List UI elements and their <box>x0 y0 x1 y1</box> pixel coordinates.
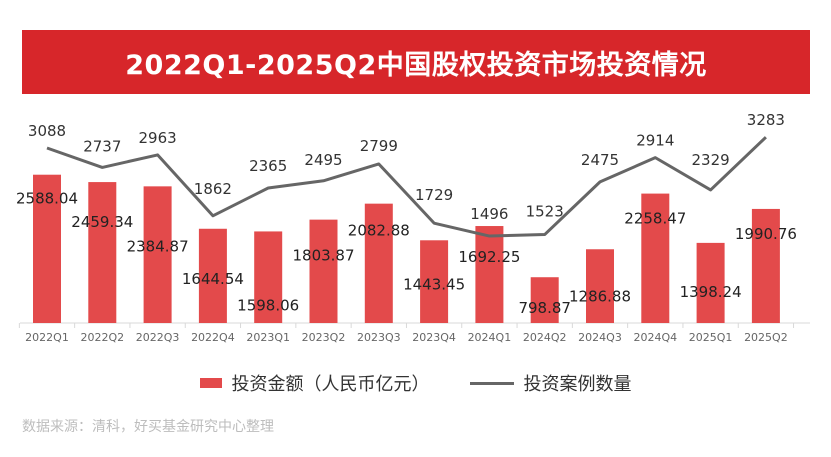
bar-value-label: 1644.54 <box>182 270 244 288</box>
bar-2023Q4 <box>420 240 449 323</box>
bar-2023Q2 <box>309 219 338 323</box>
bar-value-label: 1443.45 <box>403 275 465 293</box>
bar-value-label: 2588.04 <box>16 190 78 208</box>
line-value-label: 1523 <box>526 203 564 221</box>
bar-value-label: 1803.87 <box>292 247 354 265</box>
bar-value-label: 2384.87 <box>127 237 189 255</box>
bar-2024Q1 <box>475 226 504 323</box>
bar-2025Q2 <box>751 208 780 323</box>
bar-2022Q4 <box>198 228 227 323</box>
line-value-label: 1729 <box>415 186 453 204</box>
bar-value-label: 1598.06 <box>237 296 299 314</box>
bar-2022Q3 <box>143 186 172 323</box>
legend-swatch-line <box>469 381 514 385</box>
bar-value-label: 1398.24 <box>680 283 742 301</box>
bar-value-label: 798.87 <box>518 299 571 317</box>
bar-2024Q2 <box>530 277 559 323</box>
legend-swatch-bar <box>199 378 222 388</box>
line-value-label: 2914 <box>636 132 674 150</box>
line-value-label: 1862 <box>194 180 232 198</box>
line-value-label: 2475 <box>581 151 619 169</box>
legend-label-amount: 投资金额（人民币亿元） <box>231 374 430 395</box>
line-value-label: 2495 <box>304 151 342 169</box>
line-series-count <box>46 136 767 238</box>
bar-2024Q4 <box>641 193 670 323</box>
bar-2024Q3 <box>586 249 614 323</box>
line-value-label: 3283 <box>747 111 785 129</box>
line-value-label: 2799 <box>360 137 398 155</box>
line-value-label: 2365 <box>249 157 287 175</box>
bar-2022Q2 <box>88 182 117 323</box>
bar-2023Q3 <box>364 203 393 323</box>
legend-item-count: 投资案例数量 <box>469 370 632 396</box>
chart-title: 2022Q1-2025Q2中国股权投资市场投资情况 <box>22 30 810 94</box>
bar-2025Q1 <box>696 242 725 323</box>
line-value-label: 2963 <box>139 129 177 147</box>
x-tick-label: 2022Q3 <box>136 331 180 344</box>
x-tick-label: 2022Q2 <box>80 331 124 344</box>
bar-2022Q1 <box>33 174 61 323</box>
bar-value-label: 1286.88 <box>569 287 631 305</box>
x-tick-label: 2024Q3 <box>578 331 622 344</box>
line-value-label: 2329 <box>692 151 730 169</box>
x-tick-label: 2023Q3 <box>357 331 401 344</box>
bar-2023Q1 <box>254 231 283 323</box>
source-note: 数据来源：清科，好买基金研究中心整理 <box>22 419 274 435</box>
x-tick-label: 2024Q1 <box>468 331 512 344</box>
bar-value-label: 2082.88 <box>348 222 410 240</box>
x-tick-label: 2025Q2 <box>744 331 788 344</box>
bar-value-label: 2459.34 <box>71 213 133 231</box>
x-tick-label: 2022Q4 <box>191 331 235 344</box>
x-tick-label: 2024Q4 <box>633 331 677 344</box>
chart-plot: 2022Q1 2022Q2 2022Q3 2022Q4 2023Q1 2023Q2 2023… <box>16 111 810 344</box>
x-tick-label: 2023Q2 <box>302 331 346 344</box>
legend: 投资金额（人民币亿元） 投资案例数量 <box>0 370 831 396</box>
line-value-label: 2737 <box>83 137 121 155</box>
bar-value-label: 1990.76 <box>735 225 797 243</box>
x-tick-label: 2022Q1 <box>25 331 69 344</box>
legend-item-amount: 投资金额（人民币亿元） <box>199 370 430 396</box>
legend-label-count: 投资案例数量 <box>523 374 632 395</box>
bar-value-label: 1692.25 <box>458 248 520 266</box>
x-tick-label: 2024Q2 <box>523 331 567 344</box>
x-tick-label: 2023Q1 <box>246 331 290 344</box>
bar-value-label: 2258.47 <box>624 210 686 228</box>
line-value-label: 1496 <box>470 205 508 223</box>
x-tick-label: 2023Q4 <box>412 331 456 344</box>
line-value-label: 3088 <box>28 122 66 140</box>
x-tick-label: 2025Q1 <box>689 331 733 344</box>
